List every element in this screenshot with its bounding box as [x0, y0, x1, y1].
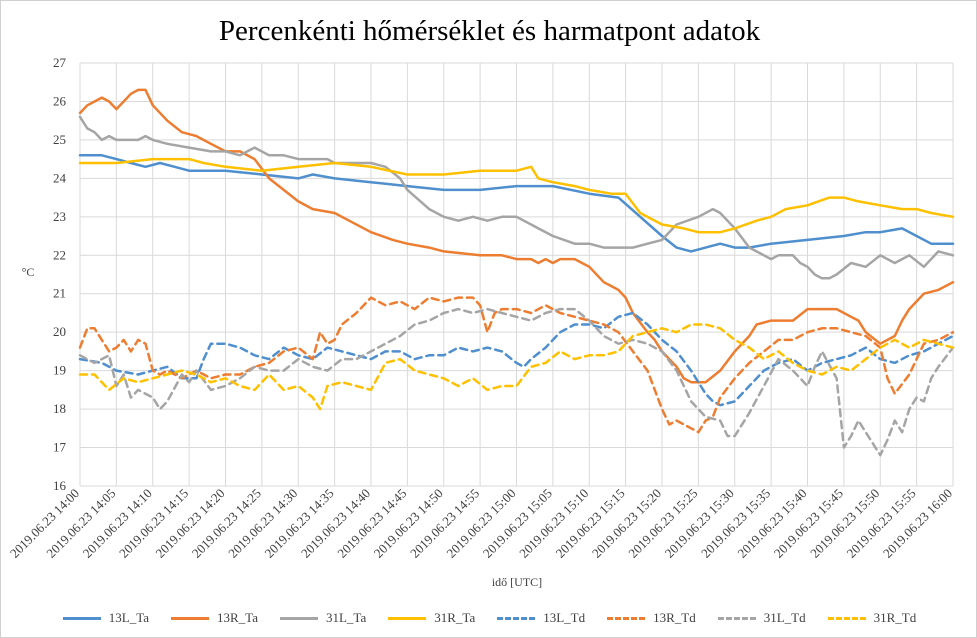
- legend-item-13L_Ta: 13L_Ta: [62, 610, 149, 626]
- legend-label: 31R_Td: [873, 610, 917, 625]
- series-line-13R_Ta: [78, 88, 955, 384]
- series-line-13L_Td: [78, 311, 955, 407]
- legend-label: 31R_Ta: [434, 610, 476, 625]
- legend-label: 13R_Ta: [217, 610, 258, 625]
- legend-item-13R_Td: 13R_Td: [607, 610, 696, 626]
- legend-item-31L_Td: 31L_Td: [717, 610, 806, 626]
- legend-item-31R_Td: 31R_Td: [827, 610, 917, 626]
- series-line-31L_Td: [78, 307, 955, 457]
- legend-label: 13R_Td: [653, 610, 696, 625]
- legend-swatch: [607, 616, 646, 620]
- legend-swatch: [497, 616, 536, 620]
- y-tick-label: 24: [53, 170, 67, 185]
- y-tick-label: 27: [53, 55, 67, 70]
- legend-label: 31L_Ta: [325, 610, 367, 625]
- y-axis-label: °C: [22, 265, 35, 279]
- legend-item-31R_Ta: 31R_Ta: [388, 610, 475, 626]
- legend: 13L_Ta 13R_Ta 31L_Ta 31R_Ta 13L_Td 13R_Td 31L_…: [1, 610, 976, 626]
- y-tick-label: 23: [53, 209, 66, 224]
- y-tick-label: 16: [53, 478, 67, 493]
- legend-label: 31L_Td: [763, 610, 806, 625]
- legend-item-13R_Ta: 13R_Ta: [171, 610, 258, 626]
- legend-swatch: [62, 616, 101, 620]
- legend-swatch: [827, 616, 866, 620]
- legend-swatch: [717, 616, 756, 620]
- legend-item-13L_Td: 13L_Td: [497, 610, 585, 626]
- legend-label: 13L_Td: [543, 610, 586, 625]
- y-tick-label: 26: [53, 93, 67, 108]
- legend-swatch: [171, 616, 209, 620]
- y-tick-label: 20: [53, 324, 66, 339]
- series-line-13R_Td: [78, 296, 955, 434]
- legend-swatch: [388, 616, 427, 620]
- series-line-31R_Ta: [78, 157, 955, 234]
- x-axis-label: idő [UTC]: [492, 575, 542, 589]
- y-tick-label: 17: [53, 440, 67, 455]
- y-tick-label: 22: [53, 247, 66, 262]
- legend-item-31L_Ta: 31L_Ta: [279, 610, 367, 626]
- series-line-31R_Td: [78, 323, 955, 411]
- legend-swatch: [279, 616, 318, 620]
- legend-label: 13L_Ta: [108, 610, 149, 625]
- y-tick-label: 25: [53, 132, 66, 147]
- y-tick-label: 18: [53, 401, 66, 416]
- series-line-13L_Ta: [78, 154, 955, 253]
- y-tick-label: 19: [53, 363, 66, 378]
- series-line-31L_Ta: [78, 115, 955, 280]
- y-tick-label: 21: [53, 286, 66, 301]
- chart-title: Percenkénti hőmérséklet és harmatpont ad…: [218, 15, 761, 47]
